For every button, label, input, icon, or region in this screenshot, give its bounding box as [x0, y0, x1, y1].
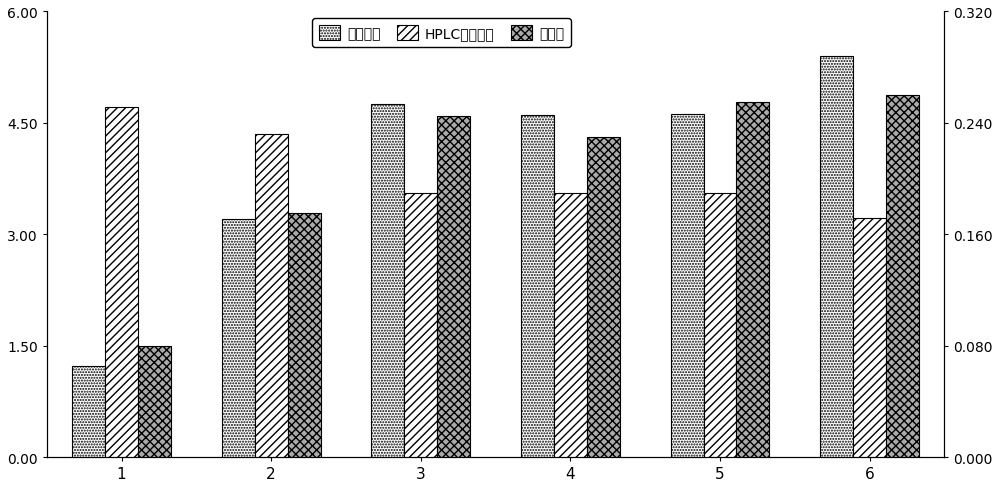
Bar: [704, 194, 736, 457]
Bar: [288, 214, 321, 457]
Legend: 生物效价, HPLC检测效价, 吸光度: 生物效价, HPLC检测效价, 吸光度: [312, 20, 571, 48]
Bar: [371, 105, 404, 457]
Bar: [853, 219, 886, 457]
Bar: [554, 194, 587, 457]
Bar: [521, 116, 554, 457]
Bar: [138, 346, 171, 457]
Bar: [72, 366, 105, 457]
Bar: [587, 138, 620, 457]
Bar: [105, 107, 138, 457]
Bar: [222, 220, 255, 457]
Bar: [886, 96, 919, 457]
Bar: [255, 135, 288, 457]
Bar: [404, 194, 437, 457]
Bar: [736, 103, 769, 457]
Bar: [671, 115, 704, 457]
Bar: [437, 117, 470, 457]
Bar: [820, 57, 853, 457]
